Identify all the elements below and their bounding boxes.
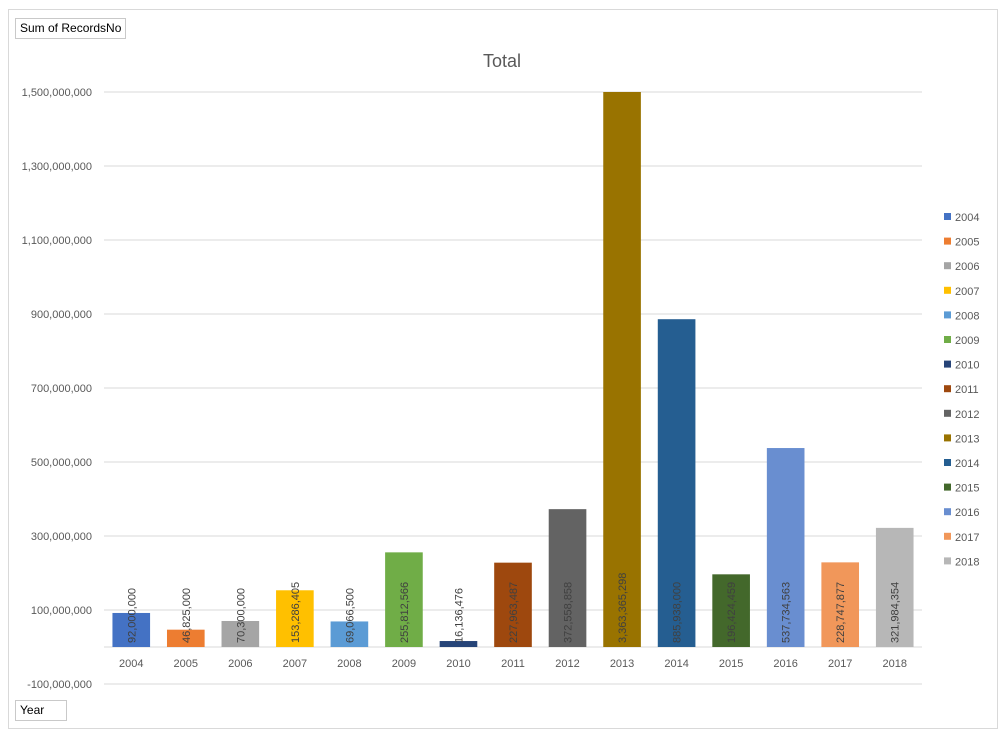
legend-label[interactable]: 2015 xyxy=(955,483,979,495)
data-label: 227,963,487 xyxy=(508,582,520,643)
bar-2015[interactable] xyxy=(712,574,750,647)
bar-2014[interactable] xyxy=(657,319,696,647)
legend-label[interactable]: 2009 xyxy=(955,335,979,347)
y-tick-label: 300,000,000 xyxy=(31,531,92,543)
data-label: 46,825,000 xyxy=(181,588,193,643)
axis-field-button[interactable]: Year xyxy=(15,700,67,721)
legend-label[interactable]: 2017 xyxy=(955,532,979,544)
x-tick-label: 2007 xyxy=(283,658,307,670)
legend-swatch xyxy=(944,360,951,368)
y-tick-label: 900,000,000 xyxy=(31,309,92,321)
chart-title: Total xyxy=(483,51,521,71)
x-tick-label: 2009 xyxy=(392,658,416,670)
x-tick-label: 2017 xyxy=(828,658,852,670)
bar-2006[interactable] xyxy=(221,620,260,647)
legend-swatch xyxy=(944,213,951,220)
x-tick-label: 2006 xyxy=(228,658,252,670)
legend-label[interactable]: 2013 xyxy=(955,433,979,445)
x-tick-label: 2005 xyxy=(174,658,198,670)
x-tick-label: 2011 xyxy=(501,658,525,670)
x-tick-label: 2018 xyxy=(882,658,906,670)
data-label: 372,558,858 xyxy=(563,582,575,643)
data-label: 70,300,000 xyxy=(235,588,247,643)
y-tick-label: 1,300,000,000 xyxy=(22,161,92,173)
bar-2018[interactable] xyxy=(875,527,914,647)
x-tick-label: 2013 xyxy=(610,658,634,670)
bar-2017[interactable] xyxy=(821,562,860,647)
legend-swatch xyxy=(944,262,951,270)
y-tick-label: 700,000,000 xyxy=(31,383,92,395)
bar-2016[interactable] xyxy=(766,448,805,647)
legend-label[interactable]: 2005 xyxy=(955,237,979,249)
data-label: 255,812,566 xyxy=(399,582,411,643)
legend-label[interactable]: 2016 xyxy=(955,507,979,519)
legend-label[interactable]: 2008 xyxy=(955,310,979,322)
legend-swatch xyxy=(944,409,951,417)
data-label: 321,984,354 xyxy=(890,582,902,643)
legend-swatch xyxy=(944,311,951,319)
data-label: 92,000,000 xyxy=(126,588,138,643)
x-tick-label: 2015 xyxy=(719,658,743,670)
legend-swatch xyxy=(944,459,951,466)
legend-swatch xyxy=(944,557,951,565)
bar-2004[interactable] xyxy=(112,612,151,647)
legend-swatch xyxy=(944,336,951,343)
y-tick-label: 1,100,000,000 xyxy=(22,235,92,247)
bar-2005[interactable] xyxy=(166,629,205,647)
legend-swatch xyxy=(944,532,951,540)
bar-2007[interactable] xyxy=(276,590,314,647)
bar-2008[interactable] xyxy=(330,621,369,647)
legend-swatch xyxy=(944,508,951,516)
data-label: 69,066,500 xyxy=(344,588,356,643)
x-axis: 2004 2005 2006 2007 2008 2009 2010 2011 2012 2013… xyxy=(119,658,907,670)
x-tick-label: 2012 xyxy=(555,658,579,670)
legend-label[interactable]: 2007 xyxy=(955,286,979,298)
x-tick-label: 2016 xyxy=(773,658,797,670)
data-label: 3,363,365,298 xyxy=(617,573,629,643)
legend-label[interactable]: 2010 xyxy=(955,360,979,372)
y-tick-label: 100,000,000 xyxy=(31,605,92,617)
data-label: 537,734,563 xyxy=(781,582,793,643)
data-labels: 92,000,000 46,825,000 70,300,000 153,286,40… xyxy=(126,573,901,643)
legend-label[interactable]: 2012 xyxy=(955,409,979,421)
y-axis: -100,000,000 100,000,000 300,000,000 500,00… xyxy=(22,87,92,691)
data-label: 16,136,476 xyxy=(453,588,465,643)
bar-2010[interactable] xyxy=(439,641,478,647)
legend-swatch xyxy=(944,385,951,393)
bar-2011[interactable] xyxy=(494,562,532,647)
y-tick-label: -100,000,000 xyxy=(27,679,92,691)
chart-frame xyxy=(8,9,998,729)
bars xyxy=(112,92,914,647)
data-label: 196,424,459 xyxy=(726,582,738,643)
bar-2009[interactable] xyxy=(385,552,423,647)
x-tick-label: 2014 xyxy=(664,658,688,670)
legend-swatch xyxy=(944,286,951,294)
data-label: 885,938,000 xyxy=(672,582,684,643)
legend-label[interactable]: 2014 xyxy=(955,458,979,470)
y-tick-label: 1,500,000,000 xyxy=(22,87,92,99)
legend-label[interactable]: 2018 xyxy=(955,556,979,568)
legend-swatch xyxy=(944,237,951,245)
legend-label[interactable]: 2011 xyxy=(955,384,979,396)
x-tick-label: 2004 xyxy=(119,658,143,670)
legend: 2004 2005 2006 2007 2008 2009 2010 2011 2012 2013… xyxy=(944,212,979,568)
legend-swatch xyxy=(944,434,951,442)
legend-label[interactable]: 2004 xyxy=(955,212,979,224)
x-tick-label: 2010 xyxy=(446,658,470,670)
y-tick-label: 500,000,000 xyxy=(31,457,92,469)
x-tick-label: 2008 xyxy=(337,658,361,670)
bar-2013[interactable] xyxy=(603,92,641,647)
data-label: 153,286,405 xyxy=(290,582,302,643)
bar-2012[interactable] xyxy=(548,509,587,647)
legend-swatch xyxy=(944,483,951,491)
legend-label[interactable]: 2006 xyxy=(955,261,979,273)
value-field-button[interactable]: Sum of RecordsNo xyxy=(15,18,127,39)
data-label: 228,747,877 xyxy=(835,582,847,643)
